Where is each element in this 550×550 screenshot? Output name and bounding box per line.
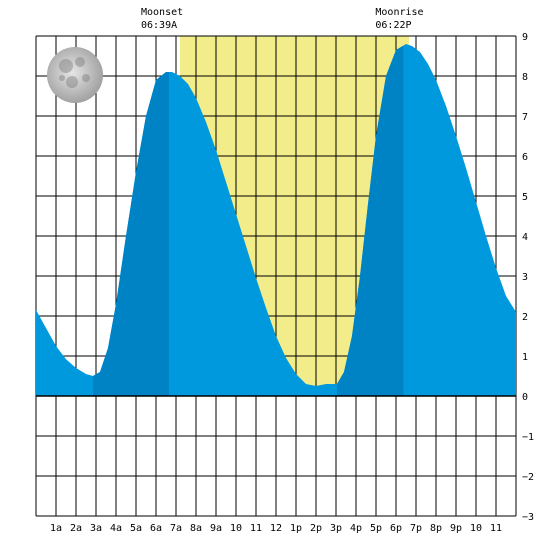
x-tick-label: 3p: [330, 523, 342, 534]
y-tick-label: 8: [522, 72, 528, 83]
x-tick-label: 4p: [350, 523, 362, 534]
annotation-time: 06:22P: [375, 20, 411, 31]
y-tick-label: −2: [522, 472, 534, 483]
moon-crater: [66, 76, 78, 88]
moon-icon: [47, 47, 103, 103]
x-tick-label: 8a: [190, 523, 202, 534]
y-tick-label: 7: [522, 112, 528, 123]
moon-crater: [82, 74, 90, 82]
moon-crater: [75, 57, 85, 67]
x-tick-label: 6p: [390, 523, 402, 534]
y-tick-label: 3: [522, 272, 528, 283]
y-tick-label: 1: [522, 352, 528, 363]
y-tick-label: 4: [522, 232, 528, 243]
x-tick-label: 7a: [170, 523, 182, 534]
x-tick-label: 1a: [50, 523, 62, 534]
x-tick-label: 9a: [210, 523, 222, 534]
x-tick-label: 11: [490, 523, 502, 534]
annotations-layer: Moonset 06:39A Moonrise 06:22P: [141, 7, 424, 31]
annotation-label: Moonrise: [375, 7, 423, 18]
x-tick-label: 4a: [110, 523, 122, 534]
y-tick-label: 5: [522, 192, 528, 203]
axis-labels-layer: 1a 2a 3a 4a 5a 6a 7a 8a 9a 10 11 12 1p 2p 3p 4p 5p 6p 7p 8p…: [50, 32, 534, 534]
y-tick-label: −1: [522, 432, 534, 443]
x-tick-label: 2p: [310, 523, 322, 534]
x-tick-label: 1p: [290, 523, 302, 534]
x-tick-label: 3a: [90, 523, 102, 534]
x-tick-label: 11: [250, 523, 262, 534]
x-tick-label: 7p: [410, 523, 422, 534]
x-tick-label: 6a: [150, 523, 162, 534]
x-tick-label: 8p: [430, 523, 442, 534]
x-tick-label: 10: [470, 523, 482, 534]
x-tick-label: 9p: [450, 523, 462, 534]
moon-crater: [59, 75, 65, 81]
y-tick-label: 6: [522, 152, 528, 163]
x-tick-label: 12: [270, 523, 282, 534]
x-tick-label: 10: [230, 523, 242, 534]
x-tick-label: 5p: [370, 523, 382, 534]
moon-crater: [59, 59, 73, 73]
x-tick-label: 5a: [130, 523, 142, 534]
y-tick-label: 9: [522, 32, 528, 43]
moon-disc: [47, 47, 103, 103]
y-tick-label: 0: [522, 392, 528, 403]
x-tick-label: 2a: [70, 523, 82, 534]
y-tick-label: −3: [522, 512, 534, 523]
annotation-label: Moonset: [141, 7, 183, 18]
y-tick-label: 2: [522, 312, 528, 323]
annotation-time: 06:39A: [141, 20, 177, 31]
